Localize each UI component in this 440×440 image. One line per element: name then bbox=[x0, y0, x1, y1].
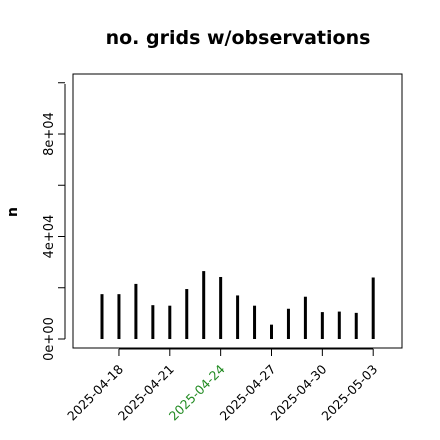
bar bbox=[270, 324, 273, 339]
x-axis: 2025-04-182025-04-212025-04-242025-04-27… bbox=[64, 348, 380, 423]
bar bbox=[202, 271, 206, 339]
bar bbox=[303, 296, 307, 339]
bar bbox=[354, 312, 358, 339]
bar bbox=[219, 276, 223, 339]
y-axis: 0e+00 4e+04 8e+04 bbox=[42, 82, 66, 361]
bar bbox=[337, 311, 341, 339]
bar bbox=[185, 289, 189, 339]
y-tick-label: 0e+00 bbox=[42, 317, 57, 361]
y-tick-label: 8e+04 bbox=[42, 112, 57, 156]
bar bbox=[253, 305, 257, 339]
bar bbox=[286, 308, 290, 339]
y-tick-label: 4e+04 bbox=[42, 215, 57, 259]
bar bbox=[134, 283, 138, 339]
bar bbox=[117, 294, 121, 339]
bar bbox=[320, 312, 324, 339]
bar bbox=[168, 305, 172, 339]
bar bbox=[236, 295, 240, 339]
bar bbox=[371, 277, 375, 339]
y-axis-label: n bbox=[5, 207, 21, 217]
plot-frame bbox=[72, 73, 403, 349]
bar bbox=[151, 305, 155, 339]
chart-title: no. grids w/observations bbox=[106, 27, 371, 49]
bars bbox=[100, 271, 375, 339]
bar bbox=[100, 294, 104, 339]
